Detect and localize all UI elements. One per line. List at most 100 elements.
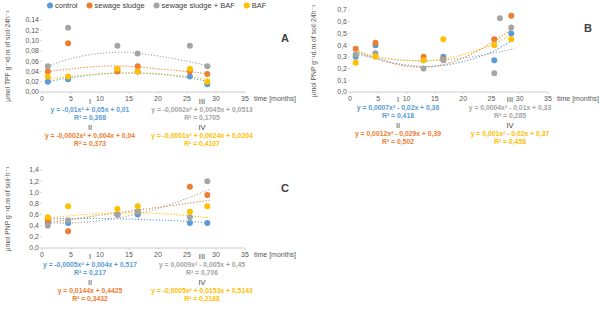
point	[45, 63, 51, 69]
legend-label: control	[55, 1, 78, 10]
y-tick	[40, 181, 42, 182]
point	[491, 70, 497, 76]
point	[508, 13, 514, 19]
point	[204, 71, 210, 77]
legend-label: sewage sludge + BAF	[162, 1, 236, 10]
point	[372, 54, 378, 60]
x-tick	[548, 92, 549, 94]
y-tick	[40, 50, 42, 51]
y-tick-label: 0,4	[337, 42, 347, 49]
point	[440, 57, 446, 63]
x-axis-label: time [months]	[254, 95, 296, 103]
y-tick	[40, 214, 42, 215]
x-tick-label: 20	[154, 251, 162, 258]
point	[353, 60, 359, 66]
point	[204, 192, 210, 198]
plot-area	[353, 13, 515, 76]
panel-title: C	[281, 182, 289, 194]
x-tick-label: 35	[241, 95, 249, 102]
equation: y = -0,0005x² + 0,004x + 0,517	[43, 261, 137, 269]
y-tick-label: 0,00	[25, 88, 39, 95]
equation: y = 0,0144x + 0,4425	[58, 287, 123, 295]
point	[421, 57, 427, 63]
r-squared: R² = 0,4107	[184, 140, 220, 148]
panel: 0,000,020,040,060,080,100,120,1405101520…	[4, 10, 296, 148]
y-tick	[348, 21, 350, 22]
x-axis-label: time [months]	[254, 251, 296, 259]
equation: y = -0,0002x² + 0,004x + 0,04	[45, 132, 135, 140]
point	[45, 79, 51, 85]
point	[508, 25, 514, 31]
y-tick-label: 1,0	[29, 189, 39, 196]
point	[353, 52, 359, 58]
point	[45, 214, 51, 220]
x-tick	[158, 92, 159, 94]
equation: y = 0,001x² - 0,02x + 0,37	[471, 130, 550, 138]
trend-line	[48, 73, 210, 79]
equation-numeral: IV	[198, 278, 205, 287]
x-tick-label: 5	[69, 95, 73, 102]
point	[440, 36, 446, 42]
y-tick-label: 0,3	[337, 53, 347, 60]
y-tick-label: 0,14	[25, 16, 39, 23]
y-tick-label: 0,2	[29, 233, 39, 240]
r-squared: R² = 0,458	[494, 138, 526, 146]
point	[421, 66, 427, 72]
point	[187, 43, 193, 49]
plot-area	[45, 178, 211, 234]
x-tick-label: 30	[212, 251, 220, 258]
point	[508, 36, 514, 42]
y-tick-label: 0,4	[29, 222, 39, 229]
x-tick-label: 0	[40, 251, 44, 258]
x-tick	[216, 92, 217, 94]
point	[491, 57, 497, 63]
equation-numeral: III	[199, 97, 205, 106]
point	[353, 46, 359, 52]
y-tick	[40, 225, 42, 226]
point	[45, 223, 51, 229]
x-axis-line	[42, 92, 245, 93]
equation-numeral: II	[88, 278, 92, 287]
point	[204, 178, 210, 184]
y-tick-label: 0,02	[25, 78, 39, 85]
y-tick-label: 0,08	[25, 47, 39, 54]
x-tick-label: 0	[40, 95, 44, 102]
y-tick	[40, 40, 42, 41]
y-tick	[348, 45, 350, 46]
y-tick-label: 1,4	[29, 166, 39, 173]
x-tick	[42, 92, 43, 94]
x-tick	[129, 248, 130, 250]
point	[491, 42, 497, 48]
equation: y = -0,0001x² + 0,0024x + 0,0204	[151, 132, 253, 140]
trend-line	[48, 213, 210, 219]
r-squared: R² = 0,502	[382, 138, 414, 146]
trend-line	[48, 200, 210, 222]
y-tick-label: 0,2	[337, 65, 347, 72]
point	[204, 63, 210, 69]
point	[135, 209, 141, 215]
x-tick-label: 35	[241, 251, 249, 258]
equation: y = 0,0009x² - 0,005x + 0,45	[159, 261, 245, 269]
point	[114, 212, 120, 218]
trend-line	[356, 49, 514, 61]
x-tick	[216, 248, 217, 250]
legend-label: sewage sludge	[95, 1, 145, 10]
point	[135, 209, 141, 215]
trend-line	[48, 189, 210, 223]
point	[114, 212, 120, 218]
x-tick-label: 10	[96, 251, 104, 258]
point	[45, 68, 51, 74]
point	[187, 214, 193, 220]
legend-marker	[87, 3, 93, 9]
equation: y = -0,0002x² + 0,0045x + 0,0513	[151, 106, 253, 114]
x-tick	[245, 92, 246, 94]
x-tick-label: 25	[183, 251, 191, 258]
r-squared: R² = 0,217	[74, 269, 106, 277]
point	[114, 66, 120, 72]
y-tick	[40, 192, 42, 193]
equation: y = 0,0004x² - 0,01x + 0,33	[469, 104, 552, 112]
point	[187, 66, 193, 72]
y-tick	[348, 68, 350, 69]
y-tick-label: 0,04	[25, 68, 39, 75]
point	[204, 79, 210, 85]
